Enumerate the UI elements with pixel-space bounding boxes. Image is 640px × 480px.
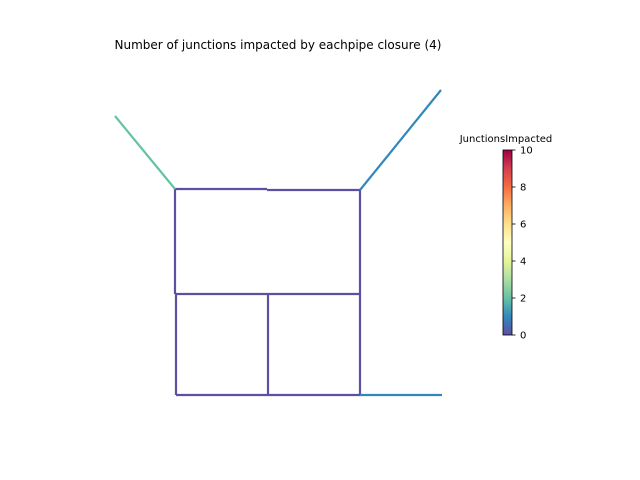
figure-title: Number of junctions impacted by eachpipe… (115, 38, 442, 52)
colorbar-tick-label-10: 10 (520, 146, 533, 157)
colorbar-tick-label-6: 6 (520, 220, 526, 231)
colorbar: JunctionsImpacted 0 2 4 6 8 10 (459, 134, 553, 342)
colorbar-tick-label-2: 2 (520, 294, 526, 305)
colorbar-label: JunctionsImpacted (459, 134, 553, 145)
colorbar-tick-label-8: 8 (520, 183, 526, 194)
pipe-top-right-branch (359, 89, 442, 191)
colorbar-gradient (502, 149, 513, 336)
colorbar-ticks: 0 2 4 6 8 10 (512, 146, 533, 342)
colorbar-tick-label-4: 4 (520, 257, 526, 268)
pipe-network (114, 89, 442, 397)
colorbar-tick-label-0: 0 (520, 331, 526, 342)
pipe-top-left-branch (114, 115, 176, 190)
